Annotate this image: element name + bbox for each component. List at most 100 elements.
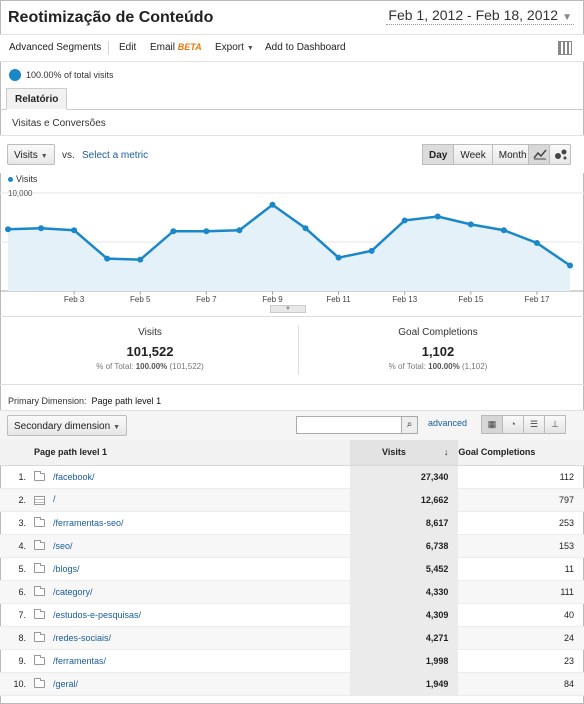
data-point[interactable] [104,255,111,262]
x-tick-label: Feb 9 [262,295,283,304]
row-index: 10. [0,672,34,696]
row-visits: 12,662 [350,488,459,512]
row-index: 3. [0,511,34,535]
visits-column-header[interactable]: Visits ↓ [350,440,459,466]
data-point[interactable] [5,226,11,233]
data-point[interactable] [335,254,342,261]
data-point[interactable] [170,228,177,235]
primary-dimension-value[interactable]: Page path level 1 [91,396,162,406]
table-header-row: Page path level 1 Visits ↓ Goal Completio… [0,440,584,466]
data-point[interactable] [269,201,276,208]
data-point[interactable] [467,221,474,228]
path-link[interactable]: /category/ [53,586,93,597]
data-point[interactable] [500,227,507,234]
table-view-toggle: ▦ ◔ ☰ ⊥ [481,415,566,434]
legend-label: Visits [16,174,38,184]
data-table-view-icon[interactable]: ▦ [481,415,503,434]
path-link[interactable]: /geral/ [53,678,79,689]
scorecard-label: Goal Completions [398,327,478,338]
email-button[interactable]: Email BETA [150,42,202,53]
data-point[interactable] [203,228,210,235]
folder-icon [34,540,45,551]
week-button[interactable]: Week [453,144,493,165]
data-point[interactable] [533,239,540,246]
date-range-picker[interactable]: Feb 1, 2012 - Feb 18, 2012 ▼ [386,6,574,25]
data-point[interactable] [236,227,243,234]
pie-view-icon[interactable]: ◔ [502,415,524,434]
tab-relatorio[interactable]: Relatório [6,88,68,110]
secondary-dimension-dropdown[interactable]: Secondary dimension ▼ [7,415,128,436]
export-button[interactable]: Export ▼ [215,42,254,53]
row-goals: 797 [458,488,584,512]
row-visits: 6,738 [350,534,459,558]
path-link[interactable]: /facebook/ [53,471,95,482]
path-link[interactable]: /ferramentas-seo/ [53,517,124,528]
path-link[interactable]: /blogs/ [53,563,80,574]
data-point[interactable] [38,225,45,232]
path-link[interactable]: /seo/ [53,540,73,551]
table-row: 6. /category/4,330 111 [0,580,584,604]
data-point[interactable] [401,217,408,224]
table-search-input[interactable]: ⌕ [296,416,418,434]
day-button[interactable]: Day [422,144,455,165]
row-visits: 27,340 [350,465,459,489]
scorecard-divider [298,325,299,375]
search-icon[interactable]: ⌕ [401,416,418,434]
path-link[interactable]: /ferramentas/ [53,655,107,666]
index-header [0,440,34,466]
scorecard-value: 101,522 [126,344,174,359]
row-visits: 4,271 [350,626,459,650]
select-metric-link[interactable]: Select a metric [82,150,149,161]
advanced-segments-button[interactable]: Advanced Segments [9,42,102,53]
visits-line [7,203,571,267]
path-link[interactable]: /estudos-e-pesquisas/ [53,609,142,620]
divider [0,384,584,385]
email-label: Email [150,42,176,53]
row-path: /geral/ [34,672,350,696]
data-point[interactable] [567,262,573,269]
comparison-view-icon[interactable]: ⊥ [544,415,566,434]
motion-chart-view-button[interactable] [549,144,571,165]
add-to-dashboard-button[interactable]: Add to Dashboard [265,42,346,53]
metric-dropdown[interactable]: Visits ▼ [7,144,55,165]
row-index: 8. [0,626,34,650]
row-goals: 253 [458,511,584,535]
scorecard-value: 1,102 [421,344,455,359]
performance-view-icon[interactable]: ☰ [523,415,545,434]
row-visits: 8,617 [350,511,459,535]
path-link[interactable]: / [53,494,56,505]
row-index: 6. [0,580,34,604]
row-goals: 40 [458,603,584,627]
primary-dimension-label: Primary Dimension: [8,396,87,406]
row-visits: 5,452 [350,557,459,581]
data-point[interactable] [71,227,78,234]
report-header: Reotimização de Conteúdo Feb 1, 2012 - F… [0,0,584,34]
report-tabs: Relatório [0,88,584,110]
shortcut-grid-icon[interactable] [558,41,572,55]
data-point[interactable] [368,247,375,254]
data-point[interactable] [302,225,309,232]
edit-button[interactable]: Edit [119,42,137,53]
row-index: 4. [0,534,34,558]
scorecard-visits: Visits 101,522 % of Total: 100.00% (101,… [4,325,296,380]
line-chart-icon [533,149,547,160]
data-point[interactable] [137,256,144,263]
caret-down-icon: ▼ [246,45,254,52]
path-link[interactable]: /redes-sociais/ [53,632,112,643]
line-chart-view-button[interactable] [528,144,550,165]
advanced-filter-link[interactable]: advanced [428,418,468,428]
chart-collapse-handle[interactable]: ▼ [270,305,306,313]
goals-column-header[interactable]: Goal Completions [458,440,584,466]
table-row: 10. /geral/1,949 84 [0,672,584,696]
row-path: /estudos-e-pesquisas/ [34,603,350,627]
divider [0,316,584,317]
granularity-toggle: Day Week Month [422,144,534,165]
legend-dot-icon [8,177,13,183]
row-path: /category/ [34,580,350,604]
x-tick-label: Feb 13 [392,295,417,304]
data-point[interactable] [434,213,441,220]
subtab-visitas-conversoes[interactable]: Visitas e Conversões [12,118,106,129]
path-column-header[interactable]: Page path level 1 [34,440,350,466]
table-row: 3. /ferramentas-seo/8,617 253 [0,511,584,535]
table-row: 2. / 12,662 797 [0,488,584,512]
